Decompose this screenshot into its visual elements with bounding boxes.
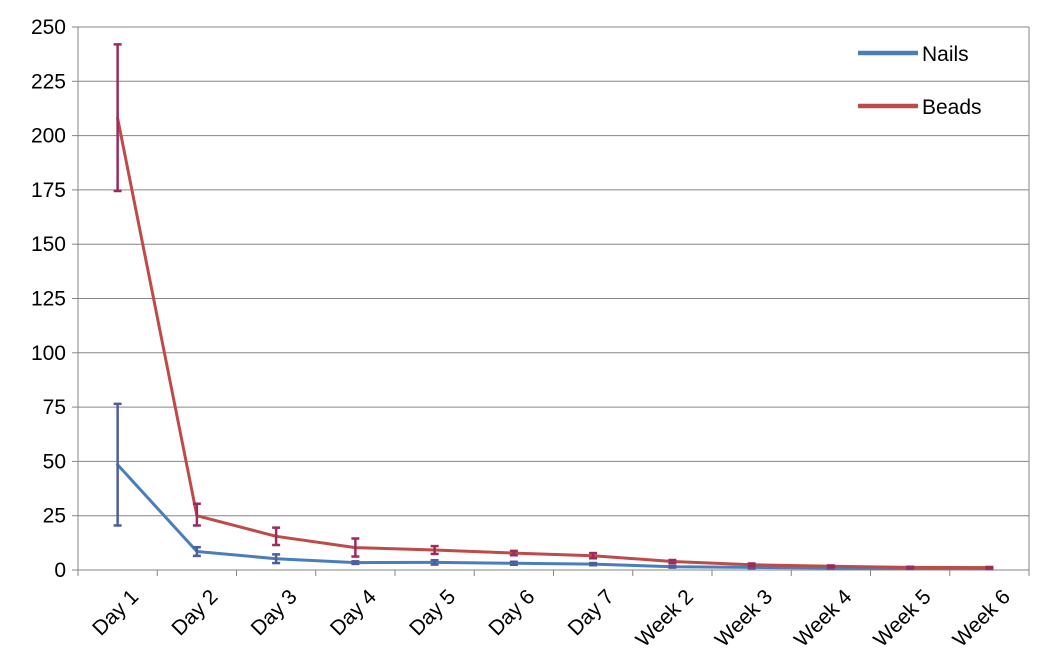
x-tick-label: Week 5 xyxy=(869,585,935,651)
x-tick-labels: Day 1 Day 2 Day 3 Day 4 Day 5 Day 6 Day 7 Week … xyxy=(88,585,1015,652)
y-tick-labels: 0 25 50 75 100 125 150 175 200 225 250 xyxy=(31,16,66,582)
x-tick-label: Day 2 xyxy=(167,585,222,640)
y-tick-label: 175 xyxy=(31,179,66,202)
x-tick-label: Day 6 xyxy=(484,585,539,640)
x-tick-label: Day 5 xyxy=(405,585,460,640)
axes xyxy=(72,26,1030,576)
y-tick-label: 150 xyxy=(31,233,66,256)
legend-label-beads: Beads xyxy=(922,96,982,119)
x-tick-label: Day 7 xyxy=(564,585,619,640)
y-tick-label: 125 xyxy=(31,288,66,311)
x-tick-label: Day 3 xyxy=(247,585,302,640)
y-tick-label: 225 xyxy=(31,70,66,93)
x-tick-label: Week 6 xyxy=(949,585,1015,651)
y-tick-label: 25 xyxy=(43,505,66,528)
gridlines xyxy=(78,26,1029,517)
series-line-beads xyxy=(116,116,991,570)
y-tick-label: 100 xyxy=(31,342,66,365)
x-tick-label: Day 1 xyxy=(88,585,143,640)
legend-label-nails: Nails xyxy=(922,43,969,66)
x-tick-label: Day 4 xyxy=(326,585,381,640)
y-tick-label: 75 xyxy=(43,396,66,419)
series-lines xyxy=(116,116,991,571)
y-tick-label: 200 xyxy=(31,125,66,148)
y-tick-label: 250 xyxy=(31,16,66,39)
x-tick-label: Week 2 xyxy=(632,585,698,651)
x-tick-label: Week 3 xyxy=(711,585,777,651)
series-line-nails xyxy=(116,463,991,571)
y-tick-label: 50 xyxy=(43,450,66,473)
legend: Nails Beads xyxy=(858,43,982,119)
error-bars xyxy=(113,43,994,571)
x-tick-label: Week 4 xyxy=(790,585,857,652)
y-tick-label: 0 xyxy=(54,559,66,582)
